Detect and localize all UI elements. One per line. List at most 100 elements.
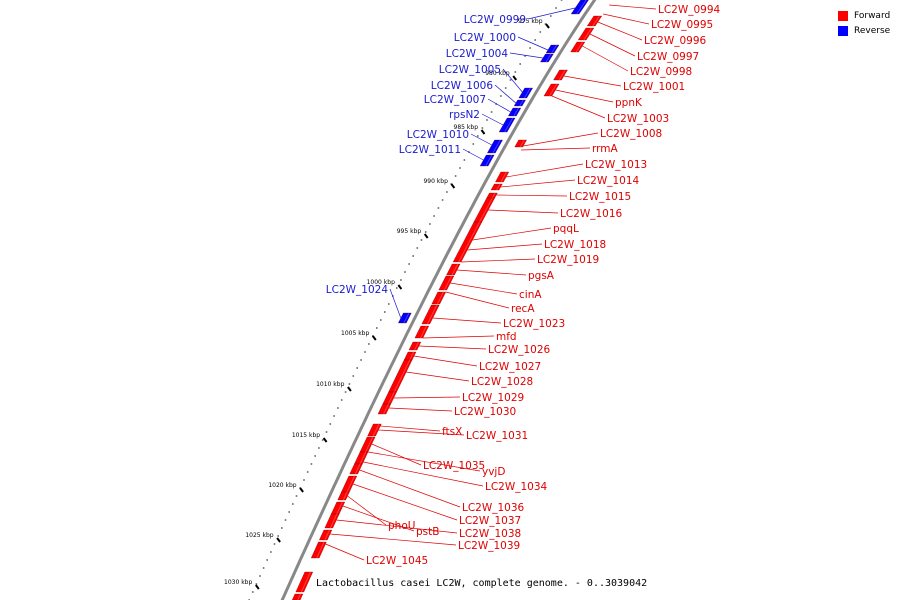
gene-label-lc2w-1045: LC2W_1045 bbox=[366, 555, 428, 567]
feature-shade bbox=[409, 351, 415, 361]
major-tick bbox=[450, 183, 456, 189]
gene-label-lc2w-1018: LC2W_1018 bbox=[544, 239, 606, 251]
leader-lc2w-1011 bbox=[462, 148, 484, 161]
minor-tick bbox=[504, 87, 507, 89]
leader-lc2w-0995 bbox=[603, 13, 650, 25]
leader-lc2w-0997 bbox=[589, 33, 636, 57]
minor-tick bbox=[477, 135, 479, 137]
minor-tick bbox=[259, 575, 261, 577]
forward-gene-feature bbox=[495, 171, 510, 183]
forward-gene-feature bbox=[490, 183, 503, 191]
gene-label-lc2w-0997: LC2W_0997 bbox=[637, 51, 699, 63]
forward-gene-feature bbox=[514, 139, 527, 148]
forward-gene-feature bbox=[553, 69, 568, 81]
minor-tick bbox=[463, 159, 466, 161]
feature-shade bbox=[576, 0, 587, 15]
minor-tick bbox=[388, 303, 390, 305]
legend-forward-label: Forward bbox=[854, 10, 891, 21]
leader-lc2w-1024 bbox=[389, 288, 402, 319]
feature-shade bbox=[592, 15, 600, 27]
reverse-gene-feature bbox=[545, 44, 560, 54]
minor-tick bbox=[337, 407, 339, 409]
leader-ppnk bbox=[555, 89, 614, 103]
forward-gene-feature bbox=[337, 491, 350, 501]
major-tick bbox=[255, 584, 260, 590]
minor-tick bbox=[481, 127, 484, 129]
major-tick bbox=[371, 335, 377, 341]
minor-tick bbox=[333, 415, 335, 417]
feature-shade bbox=[496, 183, 501, 191]
minor-tick bbox=[408, 263, 410, 265]
minor-tick bbox=[380, 319, 382, 321]
minor-tick bbox=[539, 31, 542, 33]
feature-shade bbox=[479, 197, 493, 223]
feature-shade bbox=[426, 304, 438, 325]
major-tick bbox=[299, 487, 304, 493]
minor-tick bbox=[555, 7, 557, 9]
forward-gene-feature bbox=[341, 475, 358, 493]
tick-label: 1000 kbp bbox=[367, 279, 395, 286]
tick-label: 980 kbp bbox=[485, 70, 510, 77]
gene-label-lc2w-0999: LC2W_0999 bbox=[464, 14, 526, 26]
minor-tick bbox=[404, 271, 406, 273]
feature-shade bbox=[575, 41, 583, 53]
minor-tick bbox=[292, 503, 294, 505]
gene-label-lc2w-1010: LC2W_1010 bbox=[407, 129, 469, 141]
minor-tick bbox=[329, 423, 332, 425]
feature-shade bbox=[383, 403, 389, 415]
minor-tick bbox=[281, 527, 283, 529]
tick-label: 1005 kbp bbox=[341, 330, 369, 337]
major-tick bbox=[322, 437, 328, 443]
minor-tick bbox=[529, 47, 531, 49]
minor-tick bbox=[310, 463, 313, 465]
leader-rpsn2 bbox=[481, 113, 504, 126]
feature-shade bbox=[336, 501, 343, 515]
minor-tick bbox=[266, 559, 268, 561]
backbone-line bbox=[280, 0, 597, 600]
forward-gene-feature bbox=[295, 571, 314, 593]
gene-label-lc2w-1029: LC2W_1029 bbox=[462, 392, 524, 404]
minor-tick bbox=[284, 519, 287, 521]
feature-shade bbox=[523, 87, 531, 99]
leader-lc2w-1015 bbox=[496, 194, 568, 197]
reverse-gene-feature bbox=[498, 117, 516, 133]
major-tick bbox=[545, 23, 550, 29]
tick-label: 1030 kbp bbox=[224, 579, 252, 586]
feature-shade bbox=[458, 221, 480, 263]
minor-tick bbox=[364, 351, 366, 353]
leader-rrma bbox=[520, 147, 591, 151]
forward-gene-feature bbox=[438, 275, 455, 291]
leader-lc2w-1036 bbox=[359, 469, 461, 508]
gene-labels: LC2W_0999 LC2W_1000 LC2W_1004 LC2W_1005 LC2W… bbox=[326, 4, 721, 567]
feature-shade bbox=[393, 359, 411, 393]
leader-lc2w-1035 bbox=[371, 443, 422, 466]
leader-pgsa bbox=[456, 269, 527, 276]
gene-label-lc2w-1014: LC2W_1014 bbox=[577, 175, 640, 187]
feature-shade bbox=[436, 291, 444, 305]
leader-lc2w-1008 bbox=[523, 132, 599, 147]
leader-ftsx bbox=[380, 425, 441, 432]
gene-label-lc2w-0995: LC2W_0995 bbox=[651, 19, 713, 31]
label-leaders bbox=[325, 4, 657, 561]
leader-lc2w-1016 bbox=[488, 209, 559, 214]
gene-label-lc2w-1026: LC2W_1026 bbox=[488, 344, 551, 356]
leader-lc2w-1034 bbox=[363, 461, 484, 487]
minor-tick bbox=[340, 399, 343, 401]
gene-label-lc2w-1004: LC2W_1004 bbox=[446, 48, 509, 60]
leader-lc2w-0999 bbox=[527, 7, 576, 20]
major-tick bbox=[512, 75, 518, 81]
feature-shade bbox=[451, 263, 459, 276]
tick-label: 1010 kbp bbox=[316, 381, 344, 388]
minor-tick bbox=[441, 199, 444, 201]
minor-tick bbox=[524, 55, 526, 57]
minor-tick bbox=[376, 327, 378, 329]
major-tick bbox=[423, 233, 429, 239]
gene-label-lc2w-1031: LC2W_1031 bbox=[466, 430, 528, 442]
feature-shade bbox=[519, 99, 524, 107]
reverse-gene-feature bbox=[540, 53, 554, 63]
forward-gene-feature bbox=[452, 221, 483, 263]
feature-shade bbox=[297, 593, 301, 600]
gene-label-lc2w-1015: LC2W_1015 bbox=[569, 191, 631, 203]
leader-lc2w-1023 bbox=[432, 317, 502, 324]
